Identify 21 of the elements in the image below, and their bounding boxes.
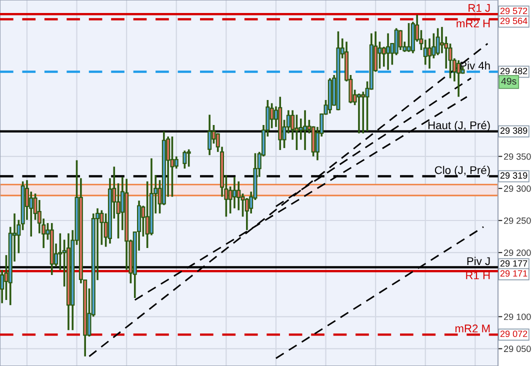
ref-line-label: Clo (J, Pré): [434, 166, 490, 176]
ref-line-label: Haut (J, Pré): [428, 120, 490, 132]
text: 29 072: [500, 330, 528, 338]
text: 29 171: [500, 270, 528, 277]
text: 29 482: [500, 68, 528, 74]
y-tick-label: 29 200: [504, 250, 531, 256]
text: 49s: [501, 78, 516, 85]
y-tick-label: 29 300: [504, 185, 531, 192]
text: 29 177: [500, 260, 528, 267]
ref-line-label: Piv J: [467, 256, 490, 266]
text: 29 389: [500, 127, 528, 134]
ref-line-label: R1 J: [468, 4, 490, 12]
ref-line-label: Piv 4h: [460, 61, 490, 70]
text: 29 319: [500, 172, 528, 179]
ref-line-label: mR2 M: [455, 324, 490, 332]
y-tick-label: 29 100: [504, 314, 531, 320]
y-tick-label: 29 250: [504, 217, 531, 224]
text: 29 572: [500, 8, 528, 14]
text: 29 564: [500, 18, 528, 24]
y-tick-label: 29 050: [504, 346, 531, 352]
y-tick-label: 29 350: [504, 153, 531, 160]
